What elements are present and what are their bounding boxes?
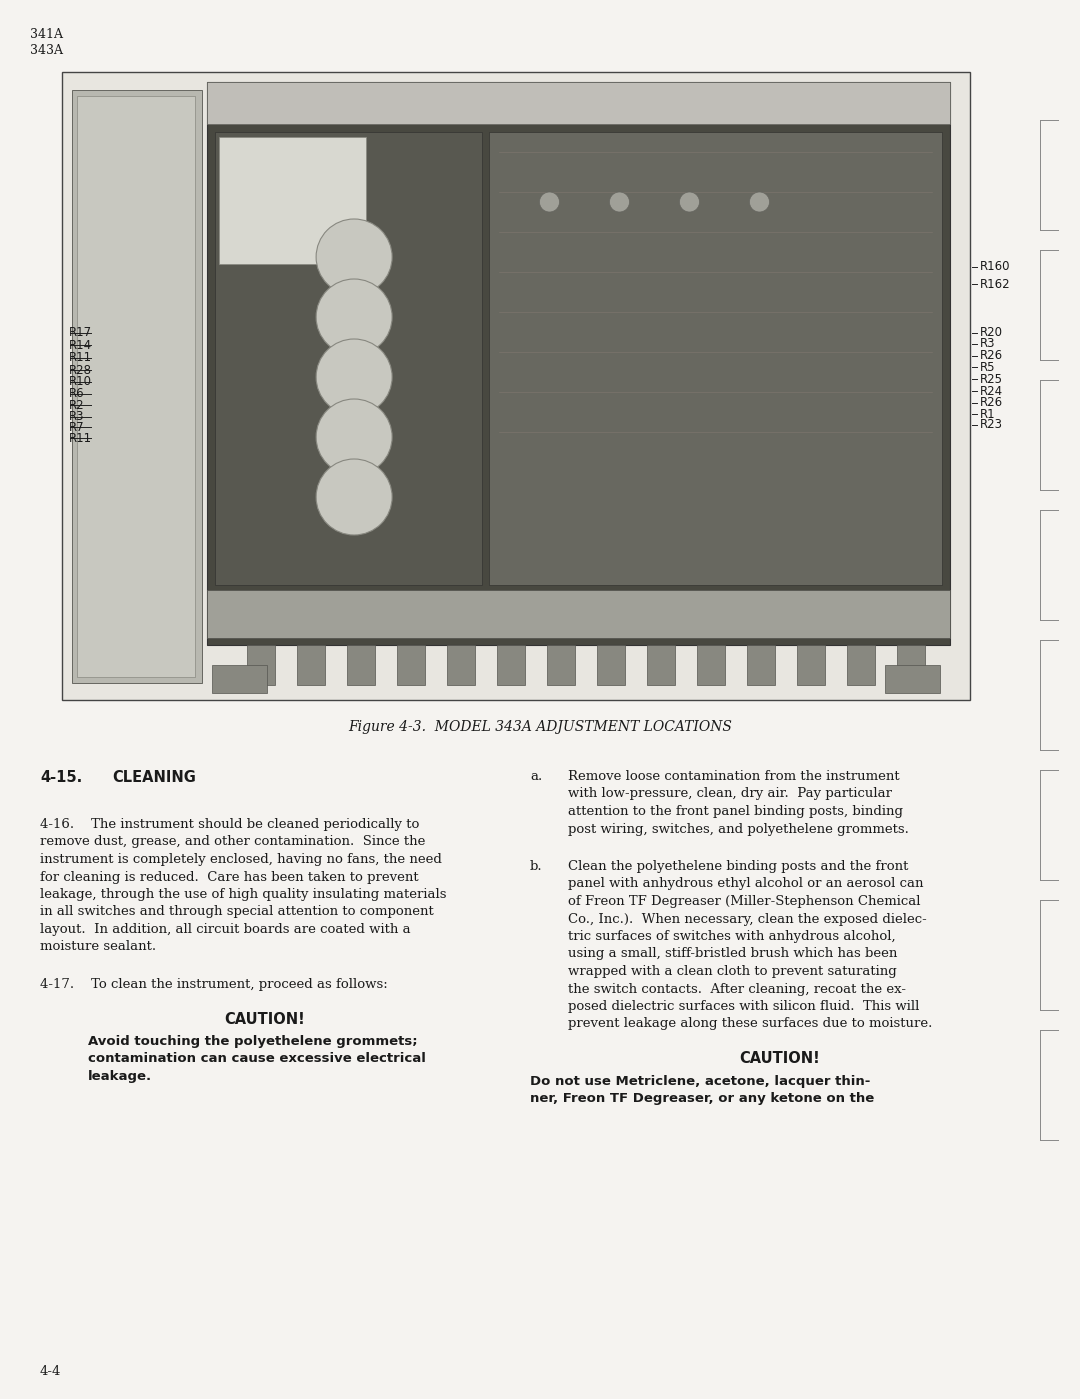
Bar: [597, 645, 625, 686]
Bar: [546, 645, 575, 686]
Bar: [647, 645, 675, 686]
Bar: [207, 83, 950, 645]
Bar: [297, 645, 325, 686]
Text: panel with anhydrous ethyl alcohol or an aerosol can: panel with anhydrous ethyl alcohol or an…: [568, 877, 923, 891]
Text: layout.  In addition, all circuit boards are coated with a: layout. In addition, all circuit boards …: [40, 923, 410, 936]
Bar: [347, 645, 375, 686]
Text: 4-15.: 4-15.: [40, 769, 82, 785]
Text: instrument is completely enclosed, having no fans, the need: instrument is completely enclosed, havin…: [40, 853, 442, 866]
Text: Remove loose contamination from the instrument: Remove loose contamination from the inst…: [568, 769, 900, 783]
Bar: [77, 97, 195, 677]
Text: the switch contacts.  After cleaning, recoat the ex-: the switch contacts. After cleaning, rec…: [568, 982, 906, 996]
Bar: [497, 645, 525, 686]
Circle shape: [540, 192, 559, 213]
Text: R14: R14: [69, 339, 92, 351]
Circle shape: [316, 399, 392, 476]
Text: R25: R25: [980, 372, 1003, 386]
Text: 4-4: 4-4: [40, 1365, 62, 1378]
Bar: [847, 645, 875, 686]
Text: moisture sealant.: moisture sealant.: [40, 940, 157, 954]
Circle shape: [316, 339, 392, 416]
Text: attention to the front panel binding posts, binding: attention to the front panel binding pos…: [568, 804, 903, 818]
Bar: [62, 71, 970, 700]
Text: CAUTION!: CAUTION!: [740, 1051, 821, 1066]
Text: R26: R26: [980, 350, 1003, 362]
Circle shape: [316, 278, 392, 355]
Text: with low-pressure, clean, dry air.  Pay particular: with low-pressure, clean, dry air. Pay p…: [568, 788, 892, 800]
Bar: [885, 665, 940, 693]
Bar: [397, 645, 426, 686]
Bar: [215, 132, 483, 585]
Circle shape: [750, 192, 769, 213]
Text: b.: b.: [530, 860, 542, 873]
Circle shape: [679, 192, 700, 213]
Text: leakage.: leakage.: [87, 1070, 152, 1083]
Text: R2: R2: [69, 399, 84, 411]
Bar: [747, 645, 775, 686]
Text: R5: R5: [980, 361, 996, 374]
Text: contamination can cause excessive electrical: contamination can cause excessive electr…: [87, 1052, 426, 1066]
Circle shape: [316, 220, 392, 295]
Bar: [489, 132, 942, 585]
Text: post wiring, switches, and polyethelene grommets.: post wiring, switches, and polyethelene …: [568, 823, 909, 835]
Bar: [212, 665, 267, 693]
Text: of Freon TF Degreaser (Miller-Stephenson Chemical: of Freon TF Degreaser (Miller-Stephenson…: [568, 895, 920, 908]
Text: for cleaning is reduced.  Care has been taken to prevent: for cleaning is reduced. Care has been t…: [40, 870, 419, 884]
Text: R3: R3: [69, 410, 84, 424]
Text: in all switches and through special attention to component: in all switches and through special atte…: [40, 905, 434, 919]
Text: Figure 4-3.  MODEL 343A ADJUSTMENT LOCATIONS: Figure 4-3. MODEL 343A ADJUSTMENT LOCATI…: [348, 720, 732, 734]
Text: 341A: 341A: [30, 28, 63, 41]
Text: R10: R10: [69, 375, 92, 388]
Text: a.: a.: [530, 769, 542, 783]
Text: R20: R20: [980, 326, 1003, 339]
Text: posed dielectric surfaces with silicon fluid.  This will: posed dielectric surfaces with silicon f…: [568, 1000, 919, 1013]
Text: R28: R28: [69, 364, 92, 376]
Text: 4-16.    The instrument should be cleaned periodically to: 4-16. The instrument should be cleaned p…: [40, 818, 419, 831]
Text: R26: R26: [980, 396, 1003, 410]
Text: Co., Inc.).  When necessary, clean the exposed dielec-: Co., Inc.). When necessary, clean the ex…: [568, 912, 927, 926]
Bar: [247, 645, 275, 686]
Text: R23: R23: [980, 418, 1003, 431]
Text: using a small, stiff-bristled brush which has been: using a small, stiff-bristled brush whic…: [568, 947, 897, 961]
Text: remove dust, grease, and other contamination.  Since the: remove dust, grease, and other contamina…: [40, 835, 426, 849]
Bar: [207, 590, 950, 638]
Text: Avoid touching the polyethelene grommets;: Avoid touching the polyethelene grommets…: [87, 1035, 418, 1048]
Circle shape: [609, 192, 630, 213]
Text: R160: R160: [980, 260, 1011, 273]
Text: R24: R24: [980, 385, 1003, 397]
Bar: [697, 645, 725, 686]
Text: 4-17.    To clean the instrument, proceed as follows:: 4-17. To clean the instrument, proceed a…: [40, 978, 388, 990]
Bar: [447, 645, 475, 686]
Text: R11: R11: [69, 351, 92, 364]
Bar: [219, 137, 366, 264]
Bar: [207, 83, 950, 125]
Text: tric surfaces of switches with anhydrous alcohol,: tric surfaces of switches with anhydrous…: [568, 930, 895, 943]
Text: prevent leakage along these surfaces due to moisture.: prevent leakage along these surfaces due…: [568, 1017, 932, 1031]
Bar: [797, 645, 825, 686]
Text: ner, Freon TF Degreaser, or any ketone on the: ner, Freon TF Degreaser, or any ketone o…: [530, 1093, 874, 1105]
Bar: [897, 645, 924, 686]
Text: wrapped with a clean cloth to prevent saturating: wrapped with a clean cloth to prevent sa…: [568, 965, 896, 978]
Text: R7: R7: [69, 421, 84, 434]
Text: R1: R1: [980, 407, 996, 421]
Text: leakage, through the use of high quality insulating materials: leakage, through the use of high quality…: [40, 888, 446, 901]
Text: R11: R11: [69, 432, 92, 445]
Text: CLEANING: CLEANING: [112, 769, 195, 785]
Text: R162: R162: [980, 278, 1011, 291]
Text: 343A: 343A: [30, 43, 63, 57]
Text: Clean the polyethelene binding posts and the front: Clean the polyethelene binding posts and…: [568, 860, 908, 873]
Circle shape: [316, 459, 392, 534]
Text: R17: R17: [69, 326, 92, 339]
Text: R6: R6: [69, 388, 84, 400]
Text: R3: R3: [980, 337, 996, 350]
Text: CAUTION!: CAUTION!: [225, 1011, 306, 1027]
Text: Do not use Metriclene, acetone, lacquer thin-: Do not use Metriclene, acetone, lacquer …: [530, 1074, 870, 1087]
Bar: [72, 90, 202, 683]
